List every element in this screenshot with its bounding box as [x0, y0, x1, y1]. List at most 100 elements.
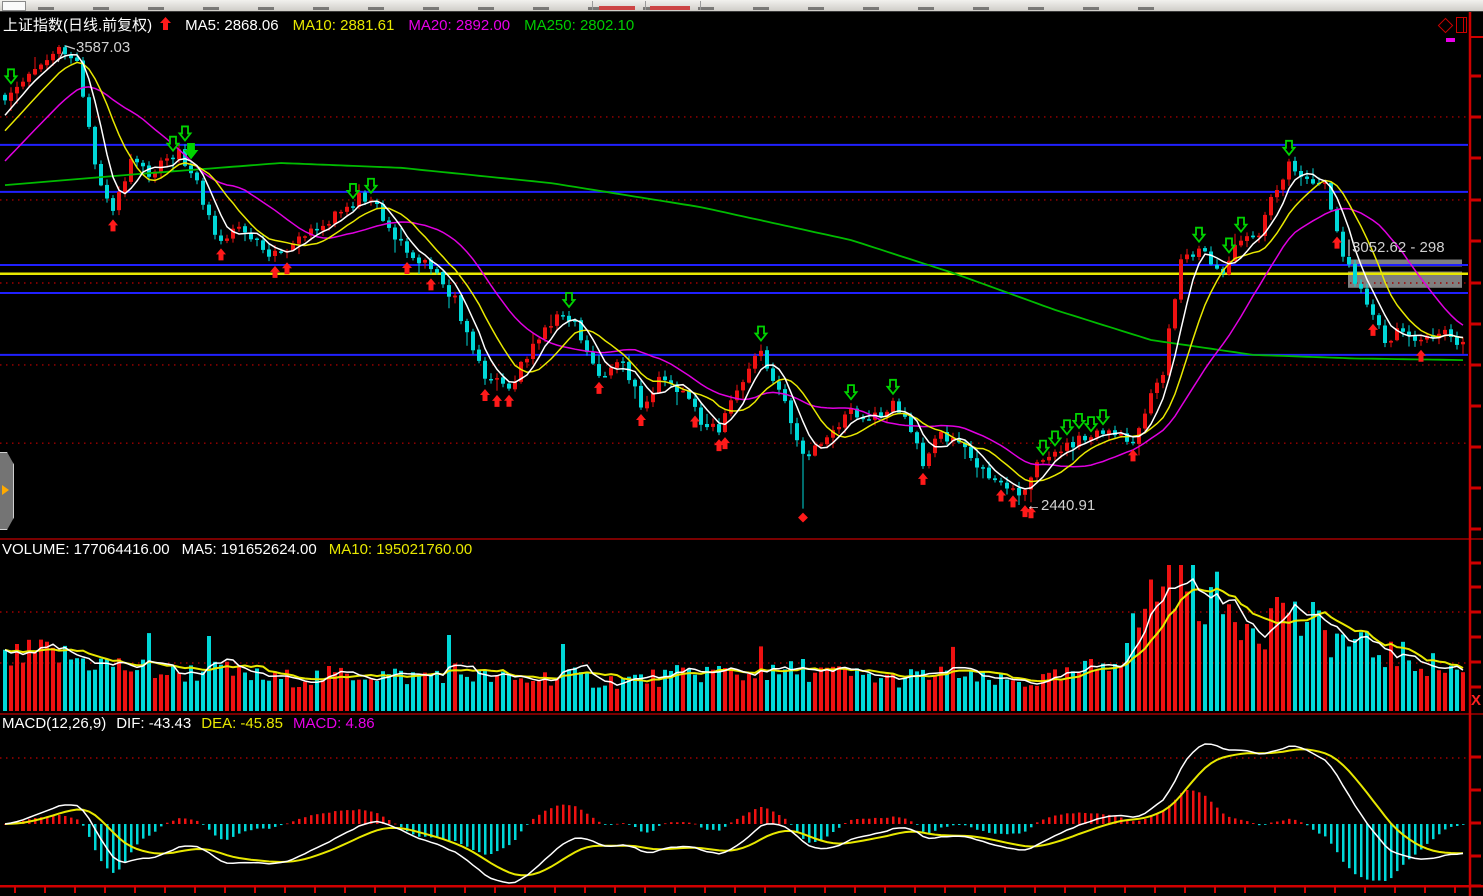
volume-bar: [1377, 655, 1381, 711]
candle: [1101, 430, 1105, 434]
macd-bar: [166, 822, 169, 824]
volume-bar: [357, 679, 361, 711]
volume-bar: [1191, 565, 1195, 711]
macd-bar: [466, 824, 469, 847]
candle: [483, 360, 487, 379]
volume-bar: [423, 672, 427, 711]
volume-bar: [657, 686, 661, 711]
macd-bar: [928, 824, 931, 834]
macd-bar: [868, 818, 871, 824]
candle: [1269, 197, 1273, 216]
volume-bar: [135, 670, 139, 711]
candle: [1089, 437, 1093, 441]
macd-bar: [388, 820, 391, 824]
menu-item-highlight-1[interactable]: [599, 6, 635, 10]
candle: [585, 340, 589, 353]
volume-bar: [45, 641, 49, 711]
buy-signal-arrow: [720, 437, 730, 450]
candle: [153, 171, 157, 178]
macd-bar: [724, 824, 727, 827]
volume-bar: [951, 646, 955, 711]
volume-bar: [1137, 627, 1141, 711]
macd-bar: [70, 817, 73, 824]
volume-bar: [447, 635, 451, 711]
volume-bar: [483, 669, 487, 711]
macd-bar: [502, 824, 505, 849]
candle: [129, 158, 133, 182]
candle: [1377, 315, 1381, 326]
menu-bar[interactable]: [0, 0, 1483, 12]
candle: [591, 351, 595, 364]
macd-bar: [1306, 824, 1309, 826]
volume-bar: [1023, 686, 1027, 711]
macd-bar: [808, 824, 811, 843]
volume-bar: [81, 658, 85, 711]
restore-window-icon[interactable]: [1456, 17, 1467, 33]
macd-bar: [148, 824, 151, 836]
macd-bar: [574, 806, 577, 824]
indicator-close-button[interactable]: X: [1471, 692, 1482, 709]
candle: [135, 158, 139, 163]
macd-bar: [1462, 824, 1465, 825]
volume-bar: [789, 661, 793, 711]
macd-bar: [1288, 818, 1291, 824]
volume-bar: [975, 681, 979, 711]
macd-bar: [682, 822, 685, 824]
macd-bar: [1384, 824, 1387, 881]
volume-bar: [1053, 669, 1057, 711]
macd-bar: [994, 824, 997, 834]
candle: [357, 192, 361, 207]
menu-item-highlight-2[interactable]: [650, 6, 690, 10]
buy-signal-arrow: [1128, 449, 1138, 462]
candle: [507, 383, 511, 389]
volume-pane[interactable]: [0, 565, 1468, 711]
sell-signal-arrow: [1059, 419, 1075, 436]
volume-bar: [1455, 669, 1459, 711]
candle: [519, 361, 523, 382]
sell-signal-arrow: [1191, 226, 1207, 244]
candle: [27, 73, 31, 82]
macd-bar: [904, 818, 907, 824]
volume-bar: [1167, 565, 1171, 711]
volume-bar: [753, 678, 757, 711]
macd-pane[interactable]: [0, 743, 1468, 884]
panel-expand-tab[interactable]: [0, 452, 14, 530]
candle: [177, 149, 181, 160]
macd-bar: [886, 817, 889, 824]
app-icon[interactable]: [2, 1, 26, 11]
candle: [279, 251, 283, 253]
volume-bar: [783, 669, 787, 711]
volume-bar: [351, 680, 355, 711]
buy-signal-arrow: [108, 219, 118, 232]
volume-bar: [567, 669, 571, 711]
candle: [1065, 442, 1069, 451]
volume-bar: [117, 658, 121, 711]
macd-bar: [670, 822, 673, 824]
candle: [471, 331, 475, 351]
buy-signal-arrow: [270, 265, 280, 278]
volume-bar: [1083, 660, 1087, 711]
macd-bar: [520, 824, 523, 832]
macd-bar: [1114, 816, 1117, 824]
volume-bar: [645, 683, 649, 711]
macd-bar: [814, 824, 817, 842]
volume-bar: [201, 671, 205, 711]
macd-bar: [46, 816, 49, 824]
volume-bar: [57, 662, 61, 711]
volume-bar: [1359, 632, 1363, 711]
candle: [531, 343, 535, 359]
candle: [207, 204, 211, 216]
candle: [183, 149, 187, 166]
macd-bar: [178, 818, 181, 824]
macd-bar: [1204, 795, 1207, 824]
volume-bar: [1233, 622, 1237, 711]
volume-bar: [681, 667, 685, 711]
volume-bar: [165, 675, 169, 711]
macd-bar: [514, 824, 517, 840]
candle: [1401, 328, 1405, 332]
price-pane[interactable]: [0, 45, 1468, 523]
volume-bar: [1305, 622, 1309, 711]
macd-bar: [1198, 792, 1201, 824]
